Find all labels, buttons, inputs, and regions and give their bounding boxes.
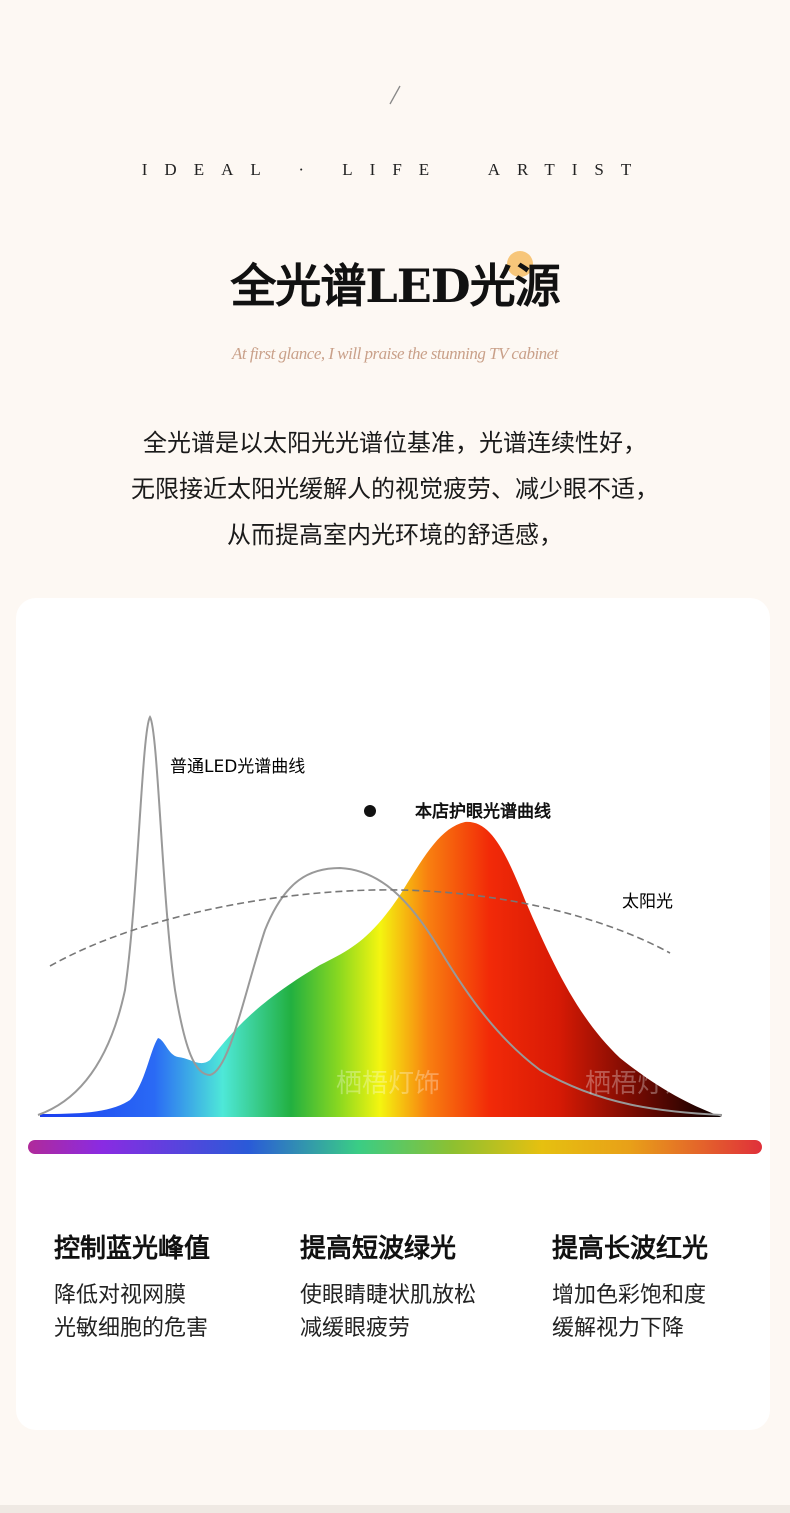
feature-blue-light: 控制蓝光峰值 降低对视网膜 光敏细胞的危害 bbox=[54, 1228, 294, 1345]
feature-text: 使眼睛睫状肌放松 bbox=[300, 1283, 477, 1308]
feature-text: 缓解视力下降 bbox=[552, 1316, 685, 1341]
page-title: 全光谱LED光源 bbox=[230, 259, 560, 313]
feature-text: 降低对视网膜 bbox=[54, 1283, 187, 1308]
feature-text: 增加色彩饱和度 bbox=[552, 1283, 707, 1308]
spectrum-chart: 普通LED光谱曲线 本店护眼光谱曲线 太阳光 栖梧灯饰 栖梧灯饰 bbox=[28, 715, 762, 1154]
tagline: IDEAL · LIFE ARTIST bbox=[141, 160, 649, 179]
feature-text: 减缓眼疲劳 bbox=[300, 1316, 411, 1341]
feature-text: 光敏细胞的危害 bbox=[54, 1316, 209, 1341]
description-line: 从而提高室内光环境的舒适感， bbox=[227, 521, 563, 549]
slash-divider bbox=[389, 85, 401, 105]
feature-title: 提高长波红光 bbox=[552, 1234, 709, 1264]
watermark: 栖梧灯饰 bbox=[336, 1069, 440, 1099]
sun-curve-label: 太阳光 bbox=[622, 892, 673, 912]
watermark: 栖梧灯饰 bbox=[585, 1069, 689, 1099]
description-line: 全光谱是以太阳光光谱位基准，光谱连续性好， bbox=[143, 429, 647, 457]
store-curve-label: 本店护眼光谱曲线 bbox=[415, 801, 551, 822]
store-spectrum-area bbox=[40, 821, 722, 1117]
sun-dot-decoration bbox=[507, 251, 533, 277]
led-curve-label: 普通LED光谱曲线 bbox=[170, 757, 305, 777]
sun-spectrum-curve bbox=[49, 889, 671, 967]
bottom-divider bbox=[0, 1505, 790, 1513]
spectrum-color-bar bbox=[28, 1140, 762, 1154]
description: 全光谱是以太阳光光谱位基准，光谱连续性好， 无限接近太阳光缓解人的视觉疲劳、减少… bbox=[0, 420, 790, 558]
feature-green-light: 提高短波绿光 使眼睛睫状肌放松 减缓眼疲劳 bbox=[300, 1228, 540, 1345]
feature-title: 提高短波绿光 bbox=[300, 1234, 457, 1264]
feature-title: 控制蓝光峰值 bbox=[54, 1234, 211, 1264]
led-spectrum-curve bbox=[37, 715, 723, 1116]
legend-dot bbox=[364, 805, 376, 817]
feature-red-light: 提高长波红光 增加色彩饱和度 缓解视力下降 bbox=[552, 1228, 790, 1345]
description-line: 无限接近太阳光缓解人的视觉疲劳、减少眼不适， bbox=[131, 475, 659, 503]
subtitle: At first glance, I will praise the stunn… bbox=[232, 344, 558, 363]
